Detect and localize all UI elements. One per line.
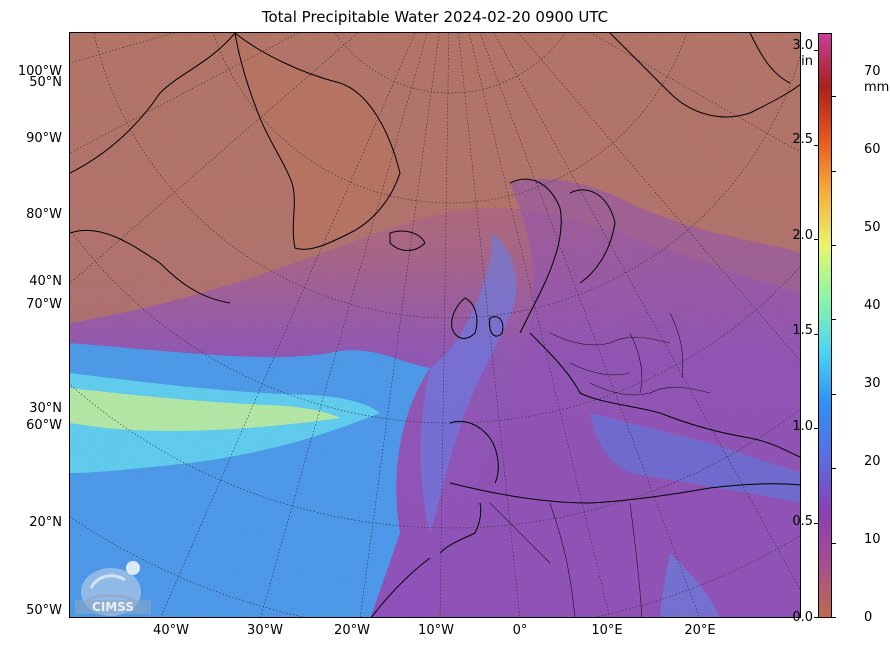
lat-label-20n: 20°N bbox=[29, 515, 62, 530]
cb-in-tick-1-0: 1.0 bbox=[792, 419, 813, 434]
cb-mm-tickmark bbox=[832, 96, 836, 98]
cb-in-tickmark bbox=[814, 617, 818, 618]
cb-in-tickmark bbox=[814, 333, 818, 335]
cb-mm-tickmark bbox=[832, 393, 836, 395]
lat-label-30n: 30°N bbox=[29, 401, 62, 416]
cb-in-tick-2-5: 2.5 bbox=[792, 132, 813, 147]
lon-label-50w: 50°W bbox=[26, 603, 62, 618]
cb-unit-mm: mm bbox=[864, 80, 890, 95]
cb-in-tickmark bbox=[814, 239, 818, 240]
lon-label-10w: 10°W bbox=[418, 623, 454, 638]
coastlines bbox=[70, 33, 800, 617]
lon-label-100w: 100°W bbox=[17, 64, 62, 79]
lat-label-40n: 40°N bbox=[29, 274, 62, 289]
colorbar bbox=[818, 33, 832, 618]
cb-in-tick-1-5: 1.5 bbox=[792, 323, 813, 338]
cb-in-tickmark bbox=[814, 144, 818, 146]
cimss-logo-icon: CIMSS bbox=[75, 561, 151, 616]
cb-mm-tick-20: 20 bbox=[864, 454, 881, 469]
lon-label-70w: 70°W bbox=[26, 297, 62, 312]
cb-mm-tickmark bbox=[832, 244, 836, 246]
cb-in-tickmark bbox=[814, 50, 818, 51]
cb-in-tick-0-0: 0.0 bbox=[792, 610, 813, 625]
lon-label-40w: 40°W bbox=[153, 623, 189, 638]
cb-mm-tickmark bbox=[832, 617, 836, 618]
figure-title: Total Precipitable Water 2024-02-20 0900… bbox=[261, 8, 609, 26]
cb-mm-tick-50: 50 bbox=[864, 220, 881, 235]
cb-mm-tickmark bbox=[832, 170, 836, 172]
cb-in-tickmark bbox=[814, 522, 818, 524]
cb-mm-tick-40: 40 bbox=[864, 298, 881, 313]
lon-label-0: 0° bbox=[512, 623, 528, 638]
cb-mm-tick-60: 60 bbox=[864, 142, 881, 157]
lon-label-10e: 10°E bbox=[591, 623, 623, 638]
political-borders bbox=[489, 312, 711, 617]
cb-mm-tick-30: 30 bbox=[864, 376, 881, 391]
lat-label-50n: 50°N bbox=[29, 75, 62, 90]
cb-mm-tickmark bbox=[832, 319, 836, 321]
cb-unit-in: in bbox=[801, 54, 813, 69]
cimss-logo-text: CIMSS bbox=[92, 600, 134, 614]
cb-in-tick-0-5: 0.5 bbox=[792, 514, 813, 529]
cb-in-tick-3-0: 3.0 bbox=[792, 38, 813, 53]
cb-mm-tickmark bbox=[832, 542, 836, 544]
cb-mm-tick-0: 0 bbox=[864, 610, 873, 625]
lon-label-80w: 80°W bbox=[26, 207, 62, 222]
cb-mm-tick-10: 10 bbox=[864, 532, 881, 547]
graticule bbox=[70, 33, 800, 617]
tpw-map-image bbox=[70, 33, 800, 617]
field-texture bbox=[70, 33, 800, 617]
lon-label-30w: 30°W bbox=[247, 623, 283, 638]
lon-label-60w: 60°W bbox=[26, 418, 62, 433]
cb-in-tick-2-0: 2.0 bbox=[792, 228, 813, 243]
map-panel bbox=[69, 32, 801, 618]
cb-mm-tickmark bbox=[832, 468, 836, 470]
lon-label-20w: 20°W bbox=[334, 623, 370, 638]
cb-mm-tick-70: 70 bbox=[864, 64, 881, 79]
lon-label-90w: 90°W bbox=[26, 131, 62, 146]
lon-label-20e: 20°E bbox=[684, 623, 716, 638]
cb-in-tickmark bbox=[814, 428, 818, 429]
